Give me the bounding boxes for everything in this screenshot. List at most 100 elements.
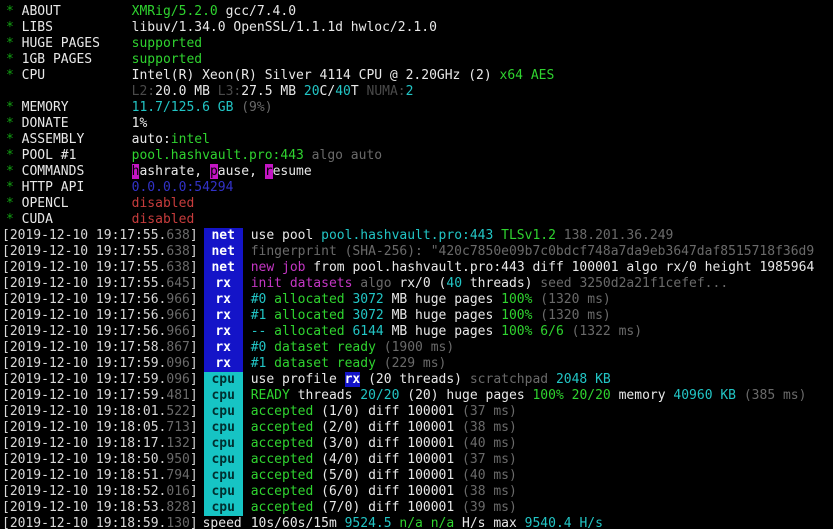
log-timestamp: [2019-12-10 19:17:56.: [2, 292, 167, 307]
text-segment: algo: [352, 276, 400, 291]
log-tag-net: net: [203, 260, 243, 276]
log-message: accepted (6/0) diff 100001 (38 ms): [251, 484, 517, 499]
log-message: #0 dataset ready (1900 ms): [251, 340, 455, 355]
log-message: use profile rx (20 threads) scratchpad 2…: [251, 372, 611, 387]
text-segment: 2: [405, 84, 414, 99]
log-row: [2019-12-10 19:17:59.481] cpu READY thread…: [0, 388, 833, 404]
text-segment: (3/0): [313, 436, 361, 451]
text-segment: 40: [335, 84, 351, 99]
log-message: #1 dataset ready (229 ms): [251, 356, 447, 371]
text-segment: (40 ms): [454, 436, 517, 451]
log-timestamp-close: ]: [189, 292, 198, 307]
log-timestamp-ms: 481: [166, 388, 190, 403]
log-tag-rx: rx: [203, 324, 243, 340]
info-row: * ABOUT XMRig/5.2.0 gcc/7.4.0: [0, 4, 833, 20]
text-segment: diff: [360, 468, 408, 483]
log-message: init datasets algo rx/0 (40 threads) see…: [251, 276, 728, 291]
command-key[interactable]: h: [131, 164, 140, 179]
text-segment: (39 ms): [454, 500, 517, 515]
info-label: POOL #1: [21, 148, 77, 163]
text-segment: 138.201.36.249: [555, 228, 674, 243]
log-row: [2019-12-10 19:18:51.794] cpu accepted (5/…: [0, 468, 833, 484]
command-name: esume: [272, 164, 312, 179]
text-segment: NUMA:: [366, 84, 406, 99]
text-segment: rx/0: [665, 260, 697, 275]
text-segment: threads: [289, 388, 361, 403]
info-value: 11.7/125.6 GB (9%): [132, 100, 273, 115]
text-segment: L2:: [131, 84, 156, 99]
log-timestamp: [2019-12-10 19:17:56.: [2, 308, 167, 323]
log-tag-rx: rx: [203, 292, 243, 308]
command-key[interactable]: p: [209, 164, 218, 179]
text-segment: C/: [319, 84, 336, 99]
log-tag-net: net: [203, 228, 243, 244]
text-segment: 9540.4 H/s: [524, 516, 603, 529]
log-timestamp-ms: 867: [166, 340, 190, 355]
log-message: accepted (3/0) diff 100001 (40 ms): [251, 436, 517, 451]
log-timestamp-ms: 096: [166, 356, 190, 371]
info-label: LIBS: [21, 20, 53, 35]
log-timestamp-ms: 132: [166, 436, 190, 451]
info-label: ASSEMBLY: [21, 132, 85, 147]
log-timestamp-ms: 638: [166, 260, 190, 275]
log-timestamp-close: ]: [189, 340, 198, 355]
text-segment: (229 ms): [375, 356, 447, 371]
log-timestamp-close: ]: [189, 308, 198, 323]
text-segment: 11.7/125.6 GB: [131, 100, 234, 115]
log-timestamp-close: ]: [189, 420, 198, 435]
log-timestamp-ms: 638: [166, 244, 190, 259]
text-segment: allocated: [266, 308, 353, 323]
info-row: * MEMORY 11.7/125.6 GB (9%): [0, 100, 833, 116]
text-segment: 100%: [501, 308, 533, 323]
log-row: [2019-12-10 19:18:01.522] cpu accepted (1/…: [0, 404, 833, 420]
text-segment: allocated: [266, 292, 353, 307]
text-segment: 100001: [407, 500, 455, 515]
log-tag-cpu: cpu: [203, 500, 243, 516]
bullet-icon: *: [6, 148, 22, 163]
info-label: HTTP API: [21, 180, 85, 195]
info-row: * HTTP API 0.0.0.0:54294: [0, 180, 833, 196]
text-segment: dataset ready: [266, 356, 376, 371]
text-segment: (37 ms): [454, 452, 517, 467]
text-segment: height: [696, 260, 760, 275]
text-segment: 20.0: [155, 84, 187, 99]
log-message: fingerprint (SHA-256): "420c7850e09b7c0b…: [251, 244, 815, 259]
command-key[interactable]: r: [264, 164, 273, 179]
log-timestamp-ms: 522: [166, 404, 190, 419]
bullet-icon: *: [6, 4, 22, 19]
log-tag-cpu: cpu: [203, 484, 243, 500]
info-label: MEMORY: [21, 100, 69, 115]
log-timestamp-close: ]: [189, 452, 198, 467]
log-timestamp-close: ]: [189, 516, 198, 529]
text-segment: 100001: [407, 436, 455, 451]
text-segment: 100001: [407, 404, 455, 419]
text-segment: algo auto: [303, 148, 383, 163]
log-message: #1 allocated 3072 MB huge pages 100% (13…: [251, 308, 611, 323]
text-segment: #0: [250, 340, 267, 355]
text-segment: 40960 KB: [673, 388, 737, 403]
log-timestamp: [2019-12-10 19:18:01.: [2, 404, 167, 419]
info-value: Intel(R) Xeon(R) Silver 4114 CPU @ 2.20G…: [132, 68, 555, 83]
text-segment: huge pages: [438, 388, 533, 403]
text-segment: disabled: [131, 212, 195, 227]
log-tag-speed: speed: [202, 516, 242, 529]
log-tag-rx: rx: [203, 356, 243, 372]
text-segment: 100% 20/20: [532, 388, 611, 403]
log-timestamp: [2019-12-10 19:18:51.: [2, 468, 167, 483]
text-segment: [493, 228, 501, 243]
text-segment: 3072: [352, 292, 384, 307]
log-timestamp-close: ]: [189, 484, 198, 499]
log-timestamp-close: ]: [189, 468, 198, 483]
text-segment: algo: [618, 260, 666, 275]
startup-info-block: * ABOUT XMRig/5.2.0 gcc/7.4.0 * LIBS libuv/…: [0, 4, 833, 228]
text-segment: READY: [250, 388, 290, 403]
text-segment: rx: [344, 372, 361, 387]
text-segment: x64 AES: [499, 68, 555, 83]
text-segment: 0.0.0.0:54294: [131, 180, 234, 195]
text-segment: fingerprint (SHA-256): "420c7850e09b7c0b…: [250, 244, 815, 259]
info-row: * OPENCL disabled: [0, 196, 833, 212]
info-label: DONATE: [21, 116, 69, 131]
text-segment: diff: [360, 484, 408, 499]
text-segment: pool.hashvault.pro:443: [321, 228, 494, 243]
